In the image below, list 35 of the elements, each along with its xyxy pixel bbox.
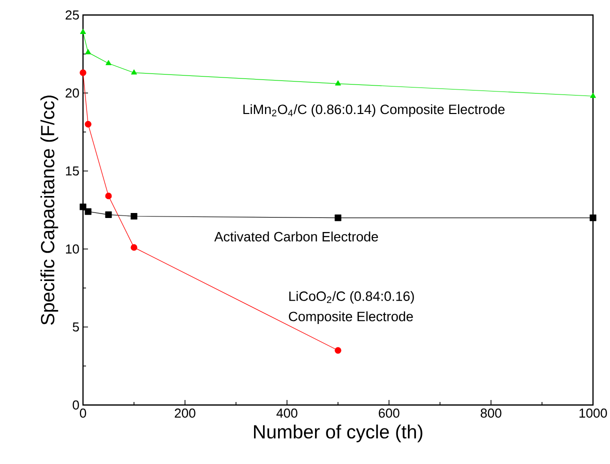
point: [335, 80, 341, 86]
x-tick-label: 0: [80, 408, 86, 418]
x-tick-label: 200: [174, 408, 196, 418]
y-tick-label: 5: [72, 322, 79, 332]
point: [590, 92, 596, 98]
y-tick-label: 20: [66, 88, 79, 98]
point: [130, 212, 138, 220]
y-tick-label: 0: [72, 400, 79, 410]
point: [106, 60, 112, 66]
annotation: LiCoO$_{2}$/C (0.84:0.16): [289, 291, 414, 304]
x-tick-label: 400: [276, 408, 298, 418]
y-tick-label: 10: [66, 244, 79, 254]
x-tick-label: 800: [480, 408, 502, 418]
x-tick-label: 600: [378, 408, 400, 418]
y-tick-label: 15: [66, 166, 79, 176]
point: [334, 347, 342, 354]
point: [590, 214, 596, 222]
annotation: Activated Carbon Electrode: [214, 232, 378, 242]
y-tick-label: 25: [66, 10, 79, 20]
point: [80, 28, 86, 34]
point: [84, 208, 92, 215]
point: [131, 69, 137, 75]
point: [84, 120, 92, 128]
point: [85, 49, 91, 54]
point: [105, 211, 112, 218]
point: [80, 69, 86, 76]
x-tick-label: 1000: [580, 408, 607, 418]
point: [80, 204, 86, 210]
y-axis-title: Specific Capacitance (F/cc): [40, 96, 58, 325]
annotation: LiMn$_{2}$O$_{4}$/C (0.86:0.14) Composite Electrode: [243, 104, 505, 117]
point: [105, 192, 112, 200]
point: [334, 214, 342, 222]
point: [130, 244, 138, 251]
x-axis-title: Number of cycle (th): [254, 424, 422, 442]
annotation: Composite Electrode: [288, 311, 413, 324]
